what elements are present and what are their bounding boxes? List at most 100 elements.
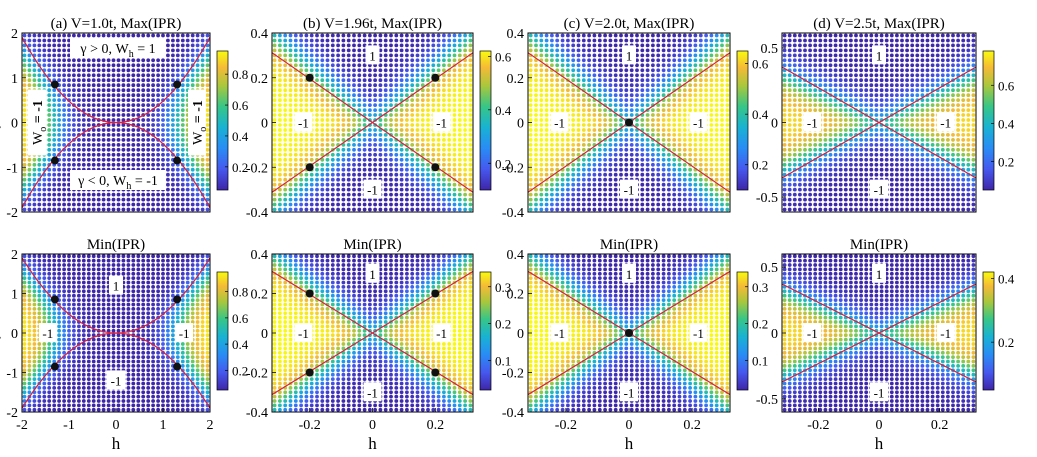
heatmap-dot [415,68,420,73]
heatmap-dot [782,103,787,107]
heatmap-dot [629,147,634,152]
heatmap-dot [560,143,565,147]
heatmap-dot [394,63,399,68]
heatmap-dot [22,83,27,88]
heatmap-dot [889,48,894,53]
heatmap-dot [833,138,838,142]
heatmap-dot [656,192,661,197]
heatmap-dot [410,113,415,117]
heatmap-dot [592,33,597,38]
heatmap-dot [166,172,170,177]
heatmap-dot [171,108,175,112]
heatmap-dot [704,98,708,102]
heatmap-dot [141,108,146,112]
heatmap-dot [720,138,724,142]
heatmap-dot [682,78,687,83]
heatmap-dot [798,43,802,48]
heatmap-dot [410,68,415,73]
heatmap-dot [889,73,894,78]
heatmap-dot [86,133,91,137]
heatmap-dot [651,177,655,182]
heatmap-dot [714,128,719,132]
heatmap-dot [205,162,210,167]
y-tick-label: 0.4 [507,27,525,42]
heatmap-dot [426,182,430,187]
heatmap-dot [27,177,32,182]
heatmap-dot [672,83,677,88]
heatmap-dot [330,73,335,78]
heatmap-dot [544,88,549,93]
heatmap-dot [581,182,586,187]
heatmap-dot [383,147,388,152]
heatmap-dot [205,138,210,142]
heatmap-dot [436,202,441,207]
heatmap-dot [884,38,889,43]
heatmap-dot [629,128,634,132]
heatmap-dot [581,78,586,83]
heatmap-dot [667,108,671,112]
heatmap-dot [52,113,57,117]
heatmap-dot [571,202,576,207]
heatmap-dot [299,58,303,63]
heatmap-dot [320,103,325,107]
heatmap-dot [838,197,843,202]
heatmap-dot [656,43,661,48]
heatmap-dot [436,172,441,177]
heatmap-dot [452,138,457,142]
heatmap-dot [336,177,340,182]
heatmap-dot [22,113,27,117]
heatmap-dot [879,172,884,177]
heatmap-dot [42,83,47,88]
heatmap-dot [200,68,205,73]
heatmap-dot [283,202,288,207]
heatmap-dot [854,58,858,63]
heatmap-dot [823,68,828,73]
heatmap-dot [823,207,828,212]
heatmap-dot [792,172,797,177]
heatmap-dot [283,133,288,137]
heatmap-dot [698,48,703,53]
heatmap-dot [309,177,314,182]
heatmap-dot [131,138,136,142]
heatmap-dot [288,187,293,192]
heatmap-dot [624,68,629,73]
heatmap-dot [373,202,377,207]
heatmap-dot [22,128,27,132]
heatmap-dot [91,202,96,207]
heatmap-dot [126,113,131,117]
heatmap-dot [619,123,623,127]
heatmap-dot [869,38,874,43]
heatmap-dot [357,147,362,152]
heatmap-dot [325,177,330,182]
heatmap-dot [352,177,356,182]
heatmap-dot [608,103,613,107]
heatmap-dot [808,187,812,192]
heatmap-dot [57,202,61,207]
heatmap-dot [843,207,848,212]
heatmap-dot [544,83,549,88]
heatmap-dot [682,138,687,142]
heatmap-dot [151,192,156,197]
heatmap-dot [415,103,420,107]
heatmap-dot [399,83,404,88]
heatmap-dot [619,143,623,147]
heatmap-dot [555,133,560,137]
heatmap-dot [304,202,309,207]
heatmap-dot [838,123,843,127]
heatmap-dot [581,103,586,107]
heatmap-dot [151,157,156,162]
heatmap-dot [528,93,533,98]
heatmap-dot [656,118,661,122]
heatmap-dot [576,118,581,122]
heatmap-dot [677,78,682,83]
heatmap-dot [175,133,180,137]
heatmap-dot [330,78,335,83]
heatmap-dot [787,128,792,132]
heatmap-dot [185,207,190,212]
heatmap-dot [808,38,812,43]
heatmap-dot [889,43,894,48]
heatmap-dot [175,68,180,73]
heatmap-dot [864,108,869,112]
heatmap-dot [101,192,106,197]
heatmap-dot [688,167,692,172]
